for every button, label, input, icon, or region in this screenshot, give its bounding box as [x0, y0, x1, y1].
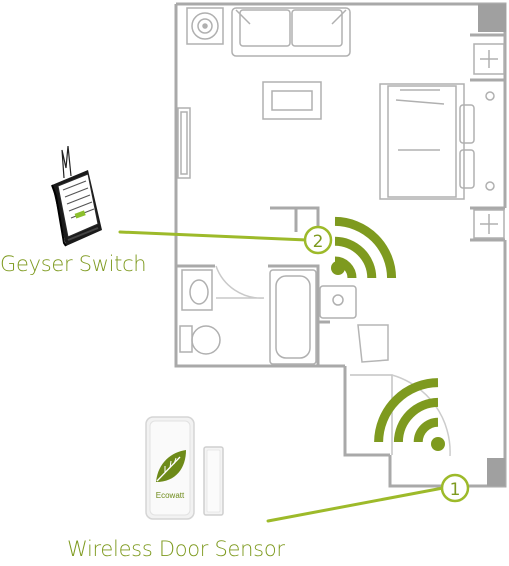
marker-2-label: 2 [313, 232, 324, 252]
corner-pillar [487, 458, 505, 486]
door-swing [215, 265, 265, 299]
door-sensor-connector-line [266, 486, 445, 523]
sensor-brand-label: Ecowatt [156, 491, 185, 500]
geyser-switch-device [51, 145, 102, 247]
door-sensor-device: Ecowatt [145, 416, 224, 520]
geyser-switch-label: Geyser Switch [0, 252, 147, 276]
door-panel [357, 324, 389, 363]
geyser-connector-line [118, 230, 309, 242]
marker-1: 1 [440, 473, 470, 503]
furniture [177, 7, 505, 365]
corner-pillar [478, 4, 506, 32]
wifi-signal-dot [331, 261, 345, 275]
wifi-signal-icon [374, 378, 439, 443]
marker-2: 2 [303, 225, 333, 255]
marker-1-label: 1 [450, 480, 461, 500]
leaf-icon [156, 450, 186, 482]
wifi-signal-dot [431, 437, 445, 451]
wireless-door-sensor-label: Wireless Door Sensor [67, 537, 285, 561]
connector-lines [118, 230, 445, 523]
wifi-signal-icon [334, 216, 397, 279]
